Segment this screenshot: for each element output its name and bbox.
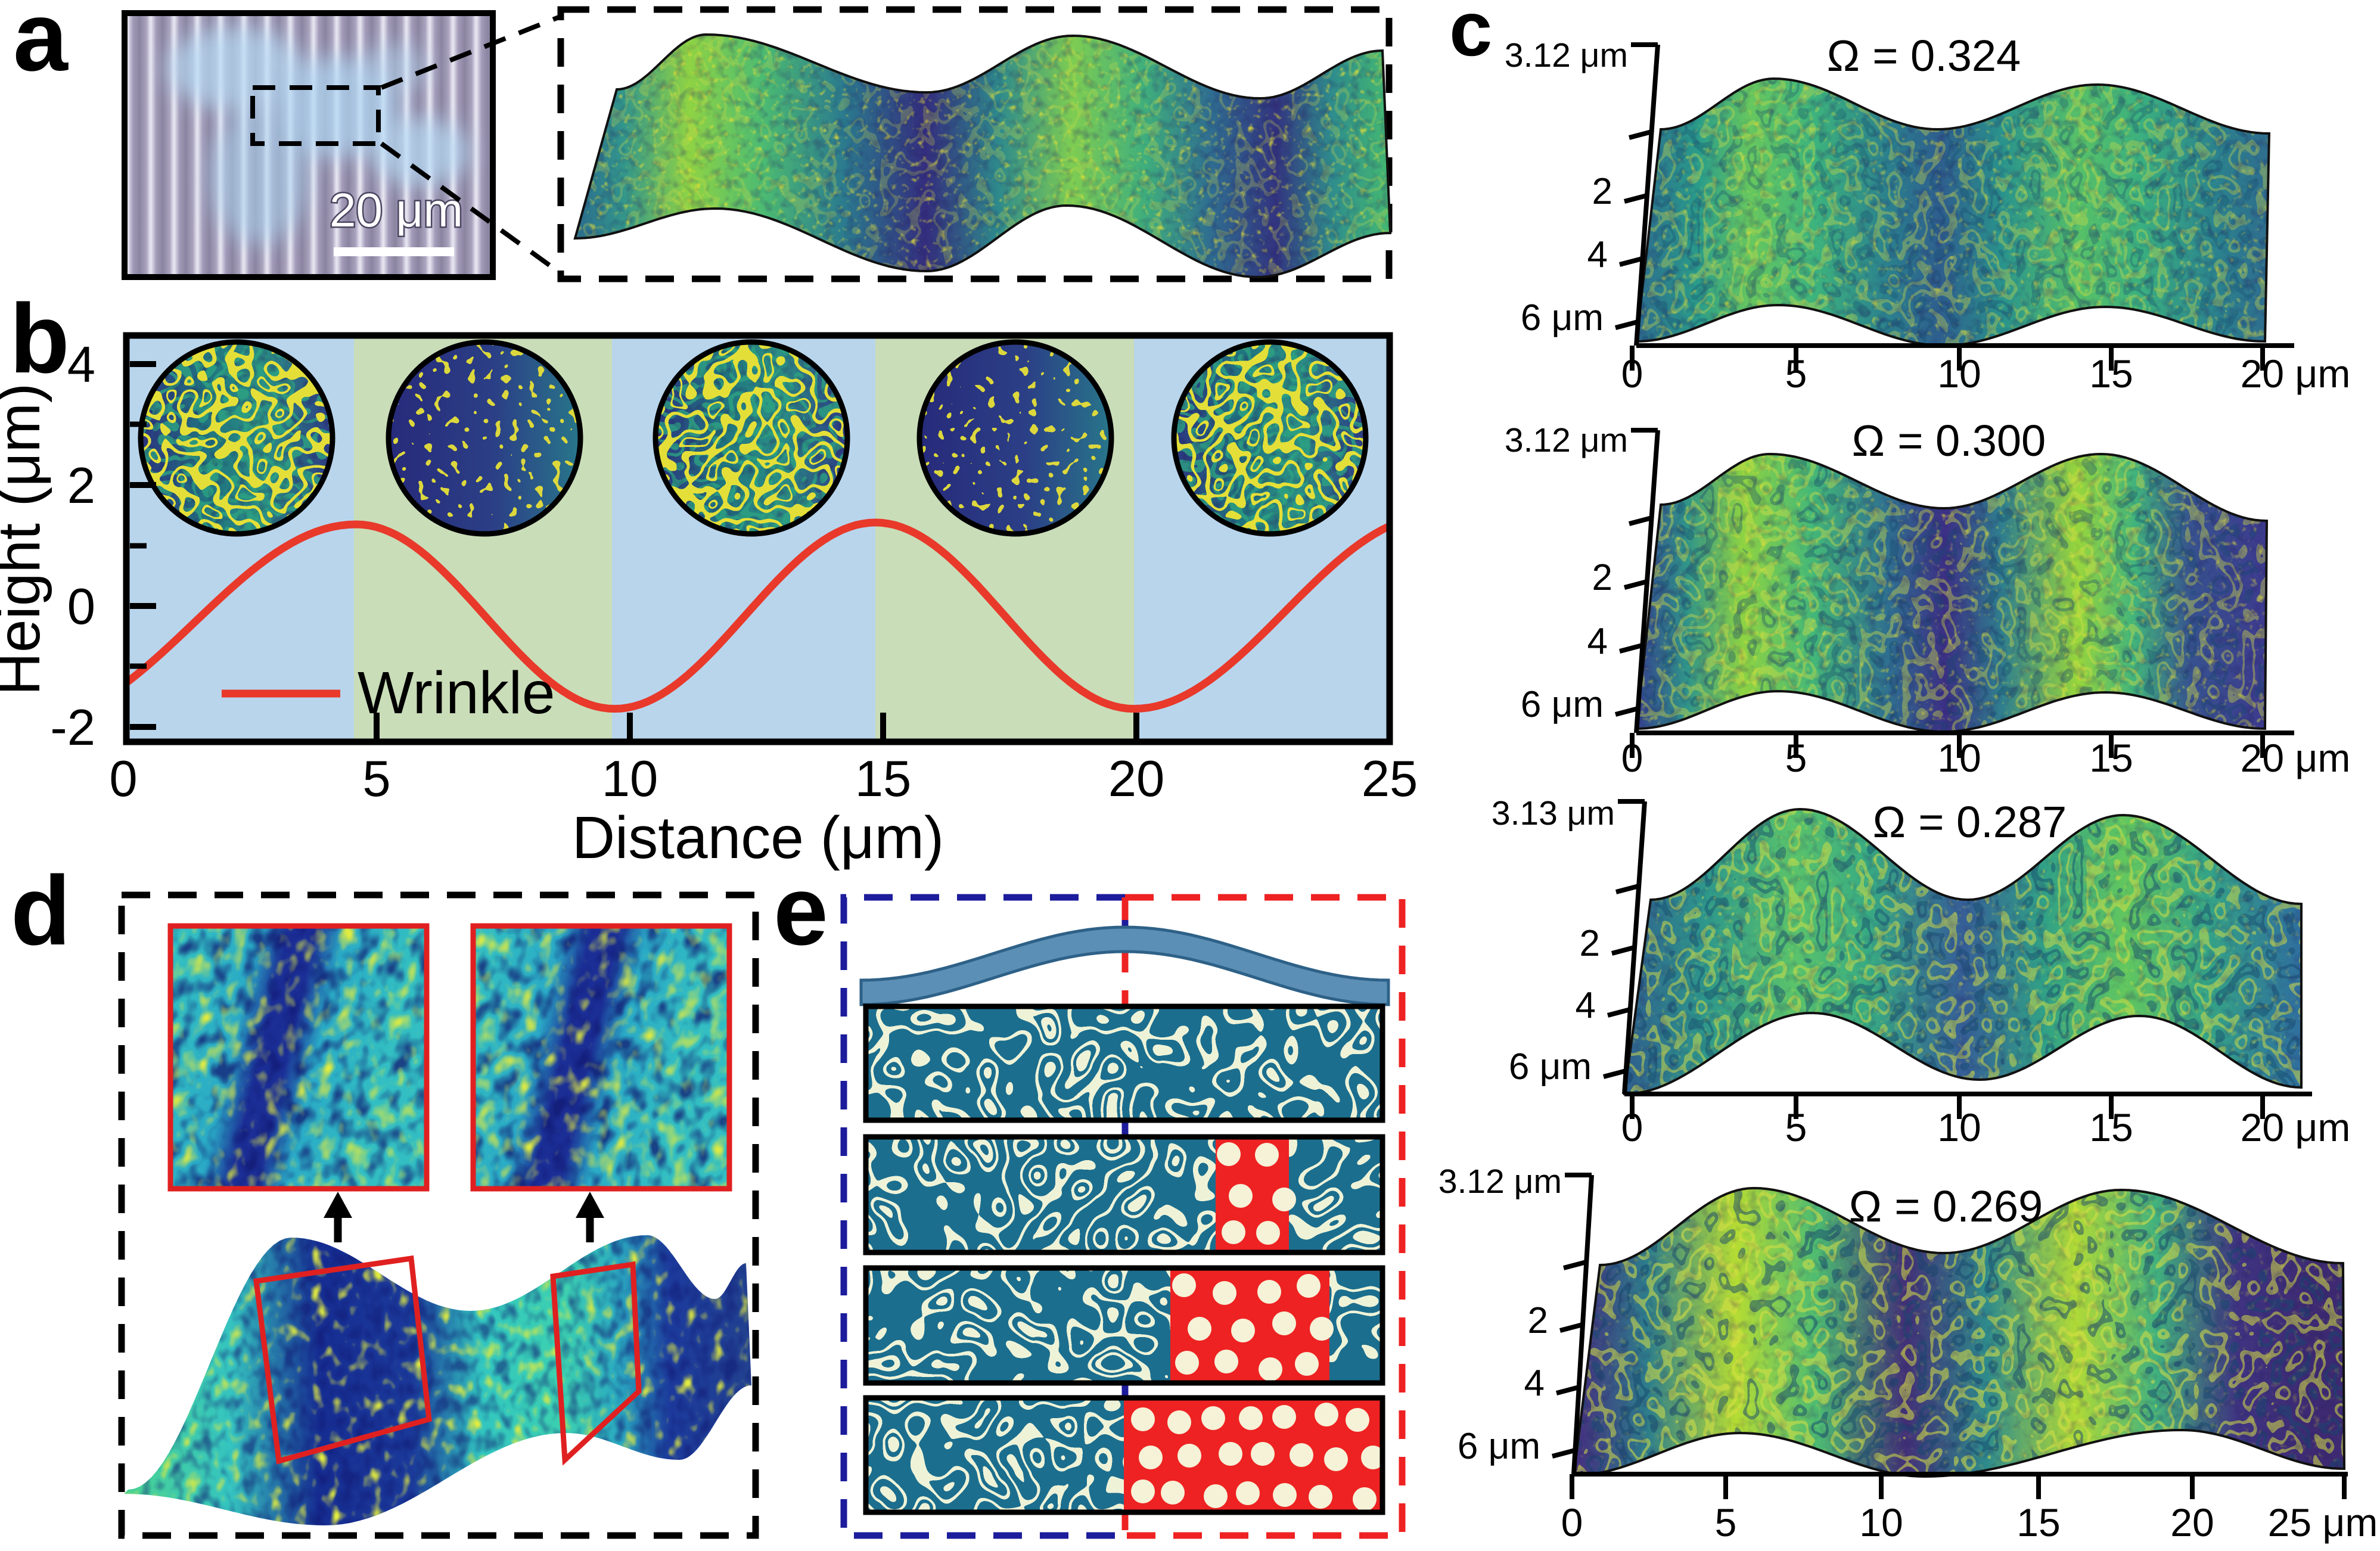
svg-text:Wrinkle: Wrinkle xyxy=(358,660,555,726)
svg-text:2: 2 xyxy=(1580,923,1600,964)
svg-text:0: 0 xyxy=(67,579,95,635)
svg-text:5: 5 xyxy=(1785,1105,1807,1149)
svg-text:15: 15 xyxy=(2017,1500,2060,1544)
svg-text:15: 15 xyxy=(2089,352,2133,396)
svg-text:0: 0 xyxy=(1621,1105,1643,1149)
svg-text:0: 0 xyxy=(109,751,137,807)
svg-text:d: d xyxy=(11,856,71,965)
svg-text:10: 10 xyxy=(1937,1105,1981,1149)
svg-text:a: a xyxy=(13,0,69,91)
svg-text:20 μm: 20 μm xyxy=(2241,1105,2351,1149)
svg-text:4: 4 xyxy=(67,337,95,393)
svg-text:5: 5 xyxy=(1785,736,1807,780)
svg-text:-2: -2 xyxy=(50,700,95,756)
svg-text:5: 5 xyxy=(1715,1500,1737,1544)
svg-text:2: 2 xyxy=(1592,557,1612,598)
svg-text:25 μm: 25 μm xyxy=(2268,1500,2378,1544)
svg-text:20: 20 xyxy=(2170,1500,2214,1544)
svg-text:0: 0 xyxy=(1561,1500,1583,1544)
svg-text:2: 2 xyxy=(1528,1300,1548,1341)
svg-text:15: 15 xyxy=(855,751,912,807)
svg-text:5: 5 xyxy=(1785,352,1807,396)
svg-text:10: 10 xyxy=(602,751,658,807)
svg-text:2: 2 xyxy=(1592,171,1612,212)
svg-text:c: c xyxy=(1449,0,1492,72)
svg-text:0: 0 xyxy=(1621,736,1643,780)
svg-text:5: 5 xyxy=(362,751,390,807)
svg-text:b: b xyxy=(10,284,70,393)
svg-text:Ω = 0.287: Ω = 0.287 xyxy=(1872,797,2067,847)
svg-text:3.13 μm: 3.13 μm xyxy=(1492,794,1615,832)
svg-text:6 μm: 6 μm xyxy=(1458,1426,1540,1467)
svg-text:20: 20 xyxy=(1108,751,1165,807)
svg-text:4: 4 xyxy=(1524,1363,1545,1404)
svg-text:15: 15 xyxy=(2089,736,2133,780)
svg-text:2: 2 xyxy=(67,458,95,514)
svg-text:Ω = 0.300: Ω = 0.300 xyxy=(1851,416,2046,465)
svg-text:Distance (μm): Distance (μm) xyxy=(572,804,944,871)
svg-text:10: 10 xyxy=(1859,1500,1903,1544)
svg-text:Height (μm): Height (μm) xyxy=(0,383,52,695)
svg-text:20 μm: 20 μm xyxy=(2241,736,2351,780)
svg-text:10: 10 xyxy=(1937,736,1981,780)
svg-text:3.12 μm: 3.12 μm xyxy=(1505,36,1628,74)
svg-text:20 μm: 20 μm xyxy=(330,184,463,237)
svg-text:4: 4 xyxy=(1576,985,1596,1026)
svg-text:4: 4 xyxy=(1587,234,1608,275)
svg-text:Ω = 0.324: Ω = 0.324 xyxy=(1826,31,2021,80)
svg-text:0: 0 xyxy=(1621,352,1643,396)
svg-text:Ω = 0.269: Ω = 0.269 xyxy=(1848,1182,2043,1231)
svg-text:6 μm: 6 μm xyxy=(1509,1046,1592,1087)
svg-text:15: 15 xyxy=(2089,1105,2133,1149)
svg-text:4: 4 xyxy=(1587,621,1608,662)
svg-text:10: 10 xyxy=(1937,352,1981,396)
svg-text:20 μm: 20 μm xyxy=(2241,352,2351,396)
svg-text:6 μm: 6 μm xyxy=(1521,297,1604,338)
svg-text:6 μm: 6 μm xyxy=(1521,684,1604,725)
svg-text:e: e xyxy=(773,856,828,965)
svg-text:3.12 μm: 3.12 μm xyxy=(1505,421,1628,459)
svg-text:3.12 μm: 3.12 μm xyxy=(1438,1163,1562,1201)
svg-text:25: 25 xyxy=(1362,751,1418,807)
